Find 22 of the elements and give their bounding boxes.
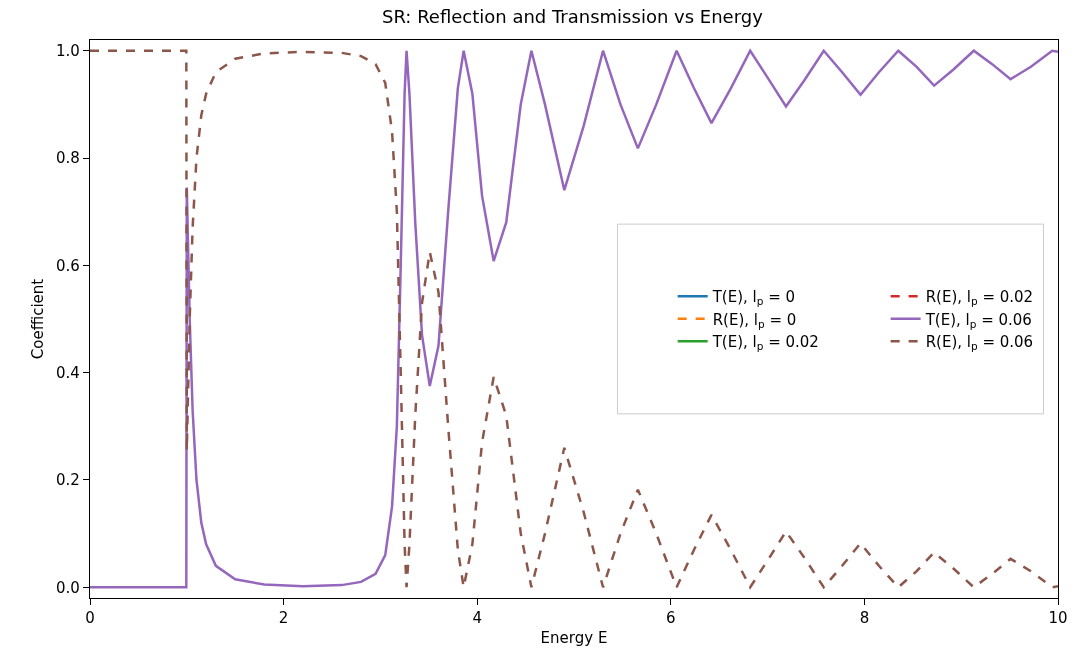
x-tick-label: 2 <box>278 609 289 628</box>
line-series <box>90 49 1058 589</box>
y-tick-label: 0.6 <box>56 256 80 275</box>
legend-label: T(E), l$_{p}$ = 0.06 <box>924 310 1032 330</box>
y-tick-label: 0.4 <box>56 363 80 382</box>
legend-label: R(E), l$_{p}$ = 0.02 <box>925 288 1034 308</box>
x-tick-label: 0 <box>85 609 95 628</box>
x-tick-label: 8 <box>859 609 870 628</box>
x-tick-label: 10 <box>1048 609 1068 628</box>
y-tick-label: 0.0 <box>56 578 80 597</box>
legend-label: R(E), l$_{p}$ = 0.06 <box>925 333 1034 353</box>
legend-label: R(E), l$_{p}$ = 0 <box>712 310 797 330</box>
y-tick-label: 0.8 <box>56 149 80 168</box>
legend-label: T(E), l$_{p}$ = 0.02 <box>711 333 819 353</box>
x-tick-label: 4 <box>472 609 482 628</box>
y-axis-title: Coefficient <box>29 278 48 360</box>
chart-title: SR: Reflection and Transmission vs Energy <box>381 5 764 27</box>
legend-label: T(E), l$_{p}$ = 0 <box>711 288 796 308</box>
x-tick-label: 6 <box>666 609 676 628</box>
x-axis-title: Energy E <box>540 629 608 648</box>
y-tick-label: 1.0 <box>56 41 80 60</box>
y-tick-label: 0.2 <box>56 471 80 490</box>
